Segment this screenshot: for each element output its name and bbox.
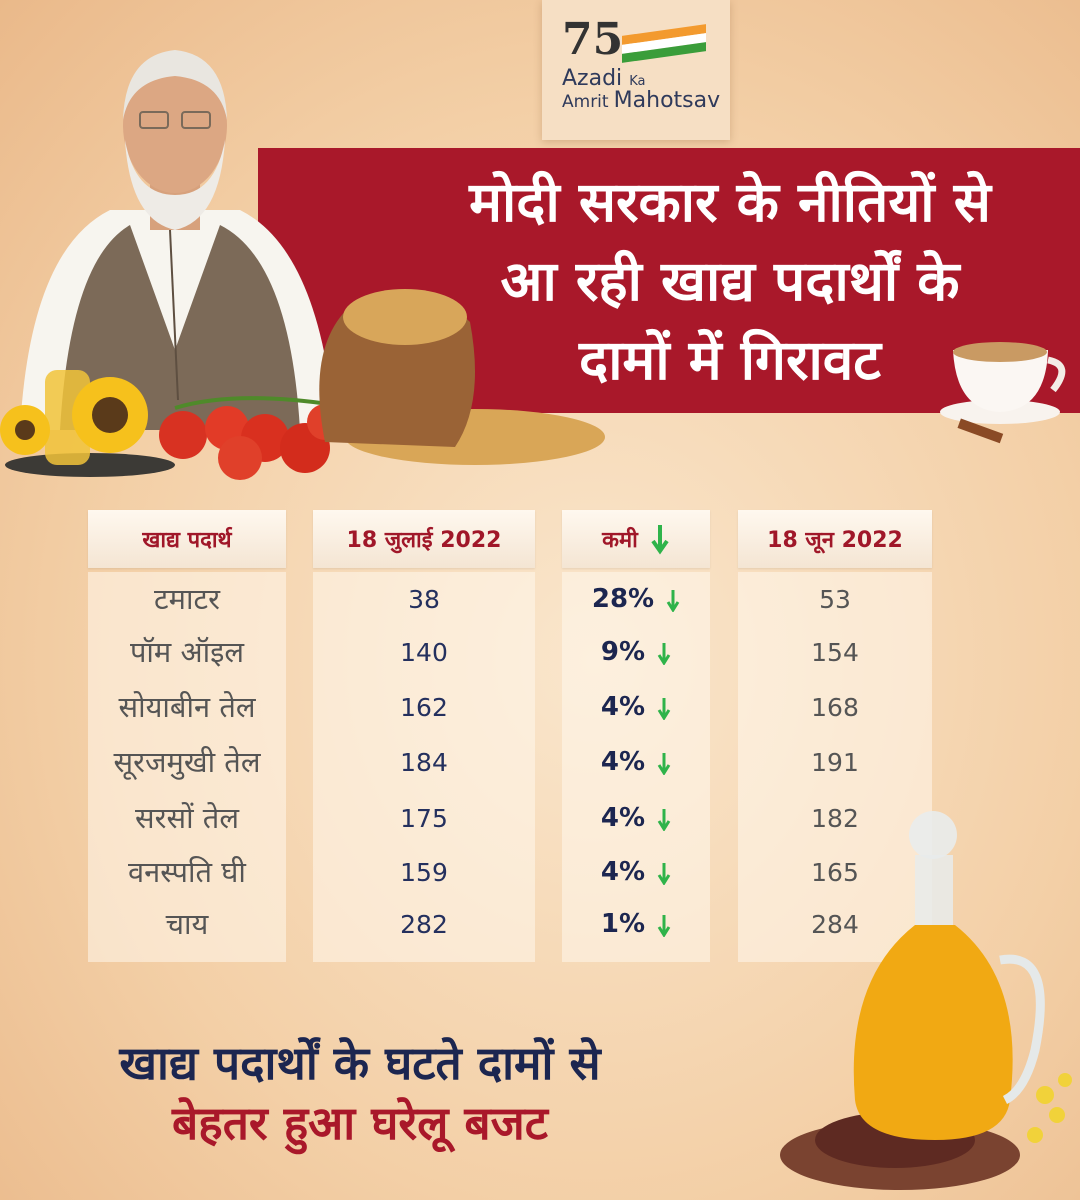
drop-value: 4% bbox=[562, 692, 710, 722]
drop-value: 1% bbox=[562, 909, 710, 939]
header-drop-label: कमी bbox=[602, 528, 638, 553]
footer-line-1: खाद्य पदार्थों के घटते दामों से bbox=[119, 1036, 601, 1090]
july-price: 175 bbox=[400, 804, 448, 833]
logo-azadi: Azadi bbox=[562, 66, 623, 91]
down-arrow-icon bbox=[657, 862, 671, 885]
logo-amrit: Amrit bbox=[562, 92, 609, 112]
tea-cup-image bbox=[940, 342, 1066, 444]
july-price: 159 bbox=[400, 858, 448, 887]
food-name: सरसों तेल bbox=[135, 801, 239, 835]
down-arrow-icon bbox=[657, 697, 671, 720]
header-food: खाद्य पदार्थ bbox=[88, 510, 286, 568]
food-name: पॉम ऑइल bbox=[129, 635, 245, 669]
column-july: 18 जुलाई 2022 38 140 162 184 175 159 282 bbox=[313, 510, 535, 962]
header-july: 18 जुलाई 2022 bbox=[313, 510, 535, 568]
food-name: चाय bbox=[165, 907, 209, 941]
drop-value: 4% bbox=[562, 857, 710, 887]
july-price: 38 bbox=[408, 585, 440, 614]
headline-line-1: मोदी सरकार के नीतियों से bbox=[469, 170, 991, 234]
food-name: सोयाबीन तेल bbox=[118, 690, 256, 724]
headline-line-3: दामों में गिरावट bbox=[578, 328, 882, 392]
june-price: 154 bbox=[811, 638, 859, 667]
drop-value: 9% bbox=[562, 637, 710, 667]
june-price: 284 bbox=[811, 910, 859, 939]
mustard-oil-jar-image bbox=[780, 811, 1072, 1190]
food-name: टमाटर bbox=[154, 582, 220, 616]
june-price: 53 bbox=[819, 585, 851, 614]
column-food: खाद्य पदार्थ टमाटर पॉम ऑइल सोयाबीन तेल स… bbox=[88, 510, 286, 962]
june-price: 191 bbox=[811, 748, 859, 777]
food-name: सूरजमुखी तेल bbox=[113, 745, 261, 779]
july-price: 282 bbox=[400, 910, 448, 939]
sunflower-oil-image bbox=[0, 370, 175, 477]
headline: मोदी सरकार के नीतियों से आ रही खाद्य पदा… bbox=[385, 163, 1075, 400]
soybean-sack-image bbox=[319, 289, 605, 465]
footer-line-2: बेहतर हुआ घरेलू बजट bbox=[172, 1096, 548, 1150]
june-price: 165 bbox=[811, 858, 859, 887]
header-june: 18 जून 2022 bbox=[738, 510, 932, 568]
june-price: 182 bbox=[811, 804, 859, 833]
drop-value: 4% bbox=[562, 747, 710, 777]
column-drop: कमी 28% 9% 4% 4% 4% 4% 1% bbox=[562, 510, 710, 962]
drop-value: 28% bbox=[562, 584, 710, 614]
down-arrow-icon bbox=[651, 525, 669, 555]
column-june: 18 जून 2022 53 154 168 191 182 165 284 bbox=[738, 510, 932, 962]
down-arrow-icon bbox=[657, 642, 671, 665]
header-drop: कमी bbox=[562, 510, 710, 568]
june-price: 168 bbox=[811, 693, 859, 722]
headline-line-2: आ रही खाद्य पदार्थों के bbox=[500, 249, 960, 313]
drop-value: 4% bbox=[562, 803, 710, 833]
july-price: 184 bbox=[400, 748, 448, 777]
july-prices: 38 140 162 184 175 159 282 bbox=[313, 572, 535, 962]
food-list: टमाटर पॉम ऑइल सोयाबीन तेल सूरजमुखी तेल स… bbox=[88, 572, 286, 962]
down-arrow-icon bbox=[657, 808, 671, 831]
food-name: वनस्पति घी bbox=[128, 855, 246, 889]
down-arrow-icon bbox=[657, 752, 671, 775]
flag-icon bbox=[622, 24, 706, 63]
drop-values: 28% 9% 4% 4% 4% 4% 1% bbox=[562, 572, 710, 962]
logo-number: 75 bbox=[562, 14, 624, 65]
logo-mahotsav: Mahotsav bbox=[613, 88, 721, 113]
july-price: 140 bbox=[400, 638, 448, 667]
azadi-ka-amrit-mahotsav-logo: 75 Azadi Ka Amrit Mahotsav bbox=[542, 0, 730, 140]
july-price: 162 bbox=[400, 693, 448, 722]
logo-ka: Ka bbox=[629, 74, 646, 89]
june-prices: 53 154 168 191 182 165 284 bbox=[738, 572, 932, 962]
down-arrow-icon bbox=[657, 914, 671, 937]
down-arrow-icon bbox=[666, 589, 680, 612]
